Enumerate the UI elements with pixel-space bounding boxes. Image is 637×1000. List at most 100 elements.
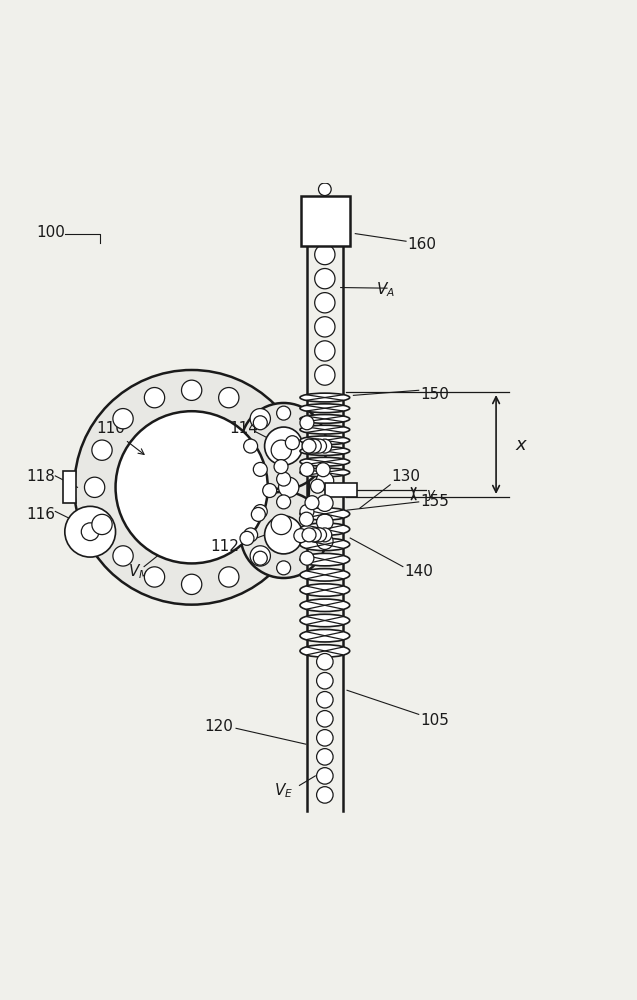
Circle shape xyxy=(276,472,290,486)
Circle shape xyxy=(300,551,314,565)
Ellipse shape xyxy=(300,425,350,434)
Circle shape xyxy=(75,370,309,605)
Circle shape xyxy=(315,317,335,337)
Circle shape xyxy=(305,496,319,510)
Circle shape xyxy=(313,439,327,453)
Circle shape xyxy=(311,479,324,493)
Circle shape xyxy=(318,183,331,196)
Circle shape xyxy=(317,653,333,670)
Text: 112: 112 xyxy=(211,539,240,554)
Circle shape xyxy=(317,692,333,708)
Circle shape xyxy=(241,403,327,489)
Circle shape xyxy=(276,495,290,509)
Circle shape xyxy=(218,388,239,408)
Text: y: y xyxy=(426,487,434,501)
Circle shape xyxy=(317,730,333,746)
Ellipse shape xyxy=(300,436,350,445)
Text: 160: 160 xyxy=(407,237,436,252)
Text: 100: 100 xyxy=(36,225,65,240)
Text: 114: 114 xyxy=(230,421,259,436)
Circle shape xyxy=(145,567,165,587)
Ellipse shape xyxy=(300,629,350,642)
Circle shape xyxy=(254,416,268,430)
Circle shape xyxy=(244,439,257,453)
Ellipse shape xyxy=(300,538,350,551)
Ellipse shape xyxy=(300,457,350,466)
Bar xyxy=(301,196,350,246)
Circle shape xyxy=(299,512,313,526)
Circle shape xyxy=(318,170,331,183)
Circle shape xyxy=(240,531,254,545)
Circle shape xyxy=(310,439,324,453)
Circle shape xyxy=(300,505,314,519)
Ellipse shape xyxy=(300,415,350,423)
Circle shape xyxy=(307,439,321,453)
Circle shape xyxy=(317,495,333,511)
Circle shape xyxy=(317,514,333,530)
Circle shape xyxy=(254,505,268,519)
Circle shape xyxy=(182,380,202,400)
Text: $V_E$: $V_E$ xyxy=(274,781,293,800)
Circle shape xyxy=(113,546,133,566)
Circle shape xyxy=(271,514,292,535)
Text: 150: 150 xyxy=(420,387,449,402)
Ellipse shape xyxy=(300,599,350,612)
Ellipse shape xyxy=(300,523,350,535)
Circle shape xyxy=(65,506,115,557)
Circle shape xyxy=(316,463,330,477)
Circle shape xyxy=(313,528,327,542)
Circle shape xyxy=(264,427,303,465)
Circle shape xyxy=(317,533,333,549)
Circle shape xyxy=(317,768,333,784)
Circle shape xyxy=(316,472,334,490)
Text: 105: 105 xyxy=(420,713,449,728)
Circle shape xyxy=(318,528,332,542)
Circle shape xyxy=(300,462,314,476)
Circle shape xyxy=(315,365,335,385)
Circle shape xyxy=(285,436,299,450)
Text: 116: 116 xyxy=(27,507,56,522)
Ellipse shape xyxy=(300,569,350,581)
Ellipse shape xyxy=(300,645,350,657)
Circle shape xyxy=(315,293,335,313)
Ellipse shape xyxy=(300,508,350,520)
Circle shape xyxy=(315,341,335,361)
Ellipse shape xyxy=(300,584,350,596)
Circle shape xyxy=(317,673,333,689)
Text: 110: 110 xyxy=(97,421,125,436)
Circle shape xyxy=(218,567,239,587)
Circle shape xyxy=(145,388,165,408)
Circle shape xyxy=(315,269,335,289)
Circle shape xyxy=(307,528,321,542)
Circle shape xyxy=(317,787,333,803)
Ellipse shape xyxy=(300,404,350,413)
Circle shape xyxy=(318,439,332,453)
Text: $V_M$: $V_M$ xyxy=(128,562,150,581)
Circle shape xyxy=(302,528,316,542)
Circle shape xyxy=(254,551,268,565)
Circle shape xyxy=(294,529,308,543)
Circle shape xyxy=(317,711,333,727)
Ellipse shape xyxy=(300,468,350,477)
Text: $V_A$: $V_A$ xyxy=(376,280,394,299)
Text: 155: 155 xyxy=(420,494,449,509)
Circle shape xyxy=(113,409,133,429)
Circle shape xyxy=(115,411,268,563)
Circle shape xyxy=(274,460,288,474)
Circle shape xyxy=(276,561,290,575)
Circle shape xyxy=(252,507,265,521)
Circle shape xyxy=(182,574,202,594)
Circle shape xyxy=(244,528,257,542)
Circle shape xyxy=(276,406,290,420)
Ellipse shape xyxy=(300,447,350,455)
Ellipse shape xyxy=(300,393,350,402)
Circle shape xyxy=(82,523,99,541)
Circle shape xyxy=(310,528,324,542)
Circle shape xyxy=(92,440,112,460)
Ellipse shape xyxy=(300,553,350,566)
Text: 140: 140 xyxy=(404,564,433,579)
Text: 120: 120 xyxy=(204,719,233,734)
Circle shape xyxy=(315,244,335,265)
Circle shape xyxy=(264,516,303,554)
Circle shape xyxy=(250,409,271,429)
